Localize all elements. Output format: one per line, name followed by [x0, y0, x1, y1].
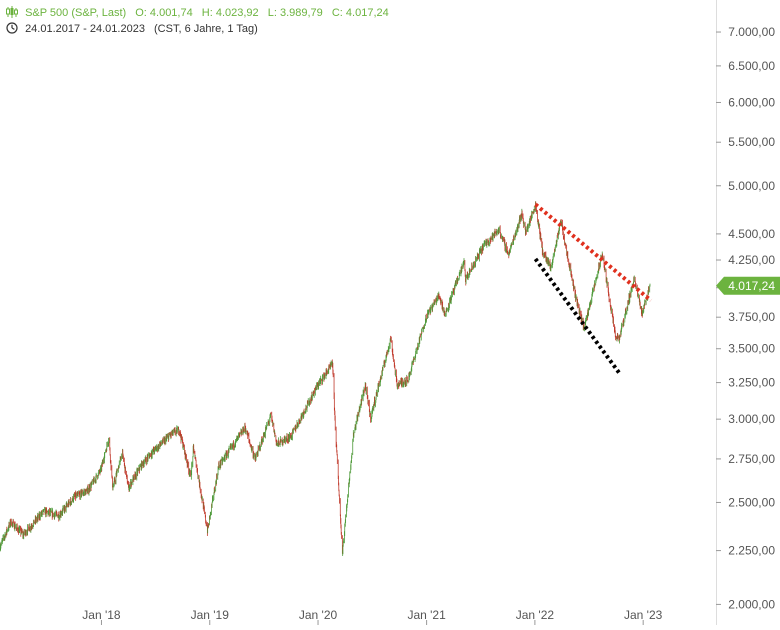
x-tick-label: Jan '23 — [624, 608, 663, 622]
resistance-trendline[interactable] — [534, 202, 653, 302]
y-tick-label: 2.250,00 — [728, 544, 775, 558]
y-tick-label: 6.500,00 — [728, 59, 775, 73]
y-tick-label: 5.500,00 — [728, 135, 775, 149]
date-range: 24.01.2017 - 24.01.2023 — [25, 23, 145, 35]
range-header: 24.01.2017 - 24.01.2023 (CST, 6 Jahre, 1… — [6, 22, 264, 35]
high-value: H: 4.023,92 — [201, 7, 259, 19]
last-price-marker: 4.017,24 — [716, 276, 780, 295]
x-axis: Jan '18 Jan '19 Jan '20 Jan '21 Jan '22 Jan '… — [82, 608, 663, 625]
x-tick-label: Jan '19 — [191, 608, 230, 622]
instrument-name: S&P 500 (S&P, Last) — [25, 7, 127, 19]
instrument-header: S&P 500 (S&P, Last) O: 4.001,74 H: 4.023… — [6, 6, 395, 19]
y-tick-label: 4.500,00 — [728, 227, 775, 241]
y-tick-label: 4.250,00 — [728, 253, 775, 267]
x-tick-label: Jan '21 — [407, 608, 446, 622]
low-value: L: 3.989,79 — [267, 7, 323, 19]
x-tick-label: Jan '20 — [299, 608, 338, 622]
y-tick-label: 5.000,00 — [728, 179, 775, 193]
close-value: C: 4.017,24 — [331, 7, 389, 19]
x-tick-label: Jan '18 — [82, 608, 121, 622]
y-tick-label: 6.000,00 — [728, 95, 775, 109]
trendline-layer — [533, 202, 653, 375]
y-tick-label: 2.750,00 — [728, 452, 775, 466]
y-axis: 7.000,00 6.500,00 6.000,00 5.500,00 5.000,00… — [716, 25, 775, 611]
range-note: (CST, 6 Jahre, 1 Tag) — [154, 23, 258, 35]
support-trendline[interactable] — [533, 257, 621, 375]
y-tick-label: 7.000,00 — [728, 25, 775, 39]
open-value: O: 4.001,74 — [135, 7, 193, 19]
clock-icon — [6, 22, 18, 34]
y-tick-label: 3.250,00 — [728, 376, 775, 390]
x-tick-label: Jan '22 — [516, 608, 555, 622]
y-tick-label: 3.000,00 — [728, 412, 775, 426]
y-tick-label: 3.500,00 — [728, 342, 775, 356]
last-price-badge — [716, 276, 780, 295]
y-tick-label: 2.500,00 — [728, 495, 775, 509]
candlestick-icon — [6, 6, 18, 18]
candlestick-series — [0, 201, 651, 556]
y-tick-label: 3.750,00 — [728, 310, 775, 324]
last-price-label: 4.017,24 — [728, 279, 775, 293]
y-tick-label: 2.000,00 — [728, 597, 775, 611]
